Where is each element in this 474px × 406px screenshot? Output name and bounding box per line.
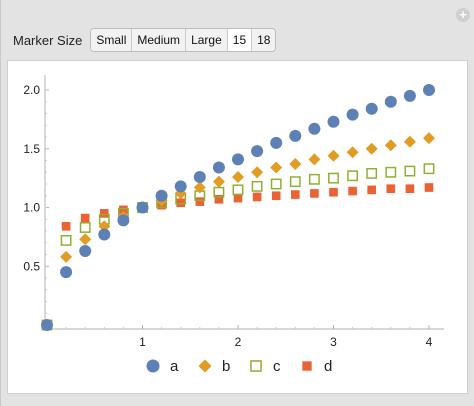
data-point-d [290, 190, 300, 199]
data-point-a [98, 228, 111, 241]
data-point-c [423, 163, 435, 175]
data-point-a [79, 244, 92, 257]
data-point-a [117, 214, 130, 227]
data-point-a [384, 95, 397, 108]
data-point-b [212, 175, 225, 188]
data-point-b [289, 158, 302, 171]
data-point-d [80, 213, 90, 223]
data-point-d [386, 184, 396, 194]
data-point-a [212, 161, 225, 174]
data-point-a [136, 201, 149, 214]
data-point-a [289, 129, 302, 142]
marker-size-label: Marker Size [13, 32, 83, 48]
data-point-a [174, 180, 187, 193]
data-point-b [251, 166, 264, 179]
option-small-button[interactable]: Small [91, 29, 133, 51]
legend-label-b: b [222, 358, 230, 375]
data-point-c [270, 178, 282, 190]
data-point-d [271, 191, 281, 201]
legend-marker-d [302, 361, 312, 371]
data-point-a [346, 108, 359, 121]
data-point-c [289, 176, 301, 188]
data-point-a [270, 136, 283, 149]
y-tick-label: 0.5 [23, 259, 40, 273]
data-point-d [233, 193, 243, 203]
data-point-b [327, 149, 340, 162]
y-tick-label: 2.0 [23, 83, 40, 97]
data-point-a [251, 145, 264, 158]
legend-marker-b [198, 359, 212, 373]
data-point-d [348, 186, 357, 196]
data-point-d [119, 205, 128, 215]
marker-size-control: Marker Size Small Medium Large 15 18 [13, 28, 277, 52]
legend-label-a: a [170, 358, 179, 375]
data-point-b [174, 187, 187, 200]
data-point-d [214, 194, 224, 204]
data-point-a [232, 153, 244, 166]
data-point-a [403, 89, 416, 102]
legend-label-c: c [273, 358, 281, 375]
option-large-button[interactable]: Large [186, 29, 228, 51]
data-point-c [308, 173, 320, 185]
plus-icon[interactable]: + [456, 8, 470, 22]
data-point-b [270, 161, 283, 174]
legend-marker-c [250, 360, 262, 372]
plot-area: 1 2 3 4 0.5 1.0 1.5 2.0 a b c d [7, 60, 468, 394]
data-point-a [327, 115, 340, 128]
data-point-b [232, 170, 244, 183]
data-point-c [79, 222, 91, 233]
option-15-button[interactable]: 15 [227, 29, 253, 51]
data-point-c [232, 184, 244, 196]
data-point-d [252, 192, 262, 202]
data-point-a [308, 122, 321, 135]
x-tick-label: 3 [330, 335, 337, 349]
y-tick-label: 1.5 [23, 142, 40, 156]
option-medium-button[interactable]: Medium [132, 29, 187, 51]
x-tick-label: 2 [235, 335, 242, 349]
x-tick-label: 1 [139, 335, 146, 349]
data-point-b [193, 181, 206, 194]
data-point-c [347, 170, 359, 182]
data-point-c [328, 172, 339, 184]
data-point-d [405, 184, 415, 194]
data-point-a [155, 189, 168, 202]
data-point-b [308, 153, 321, 166]
option-18-button[interactable]: 18 [252, 29, 276, 51]
legend-label-d: d [324, 358, 332, 375]
marker-size-setter-bar: Small Medium Large 15 18 [90, 28, 277, 52]
data-point-b [384, 139, 397, 152]
data-point-d [176, 198, 186, 208]
data-point-d [329, 187, 338, 197]
scatter-chart: 1 2 3 4 0.5 1.0 1.5 2.0 a b c d [23, 75, 444, 375]
data-point-c [366, 167, 378, 179]
data-point-d [61, 221, 71, 231]
data-point-a [365, 102, 378, 115]
x-tick-label: 4 [426, 335, 433, 349]
data-point-d [99, 209, 109, 218]
data-point-b [98, 220, 111, 233]
y-tick-label: 1.0 [23, 201, 40, 215]
data-point-c [385, 166, 397, 178]
data-point-d [367, 185, 377, 195]
data-point-d [424, 183, 434, 192]
data-point-b [60, 250, 73, 263]
data-point-b [403, 135, 416, 148]
data-point-a [60, 266, 73, 279]
data-point-b [423, 132, 435, 145]
data-point-a [41, 319, 53, 331]
data-point-b [346, 146, 359, 159]
legend-marker-a [146, 359, 160, 373]
data-point-c [251, 180, 263, 192]
data-point-c [60, 234, 72, 246]
data-point-a [193, 170, 206, 183]
data-point-a [423, 84, 435, 96]
data-point-d [195, 197, 205, 206]
data-point-b [79, 233, 92, 246]
data-point-d [310, 189, 319, 198]
data-point-b [365, 142, 378, 155]
data-point-c [404, 165, 416, 177]
